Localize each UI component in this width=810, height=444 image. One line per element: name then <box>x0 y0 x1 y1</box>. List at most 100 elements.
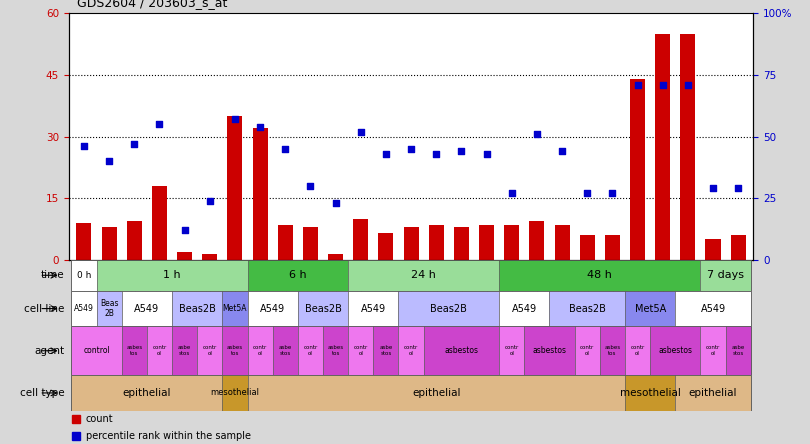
Text: contr
ol: contr ol <box>630 345 645 356</box>
Bar <box>197 326 223 375</box>
Text: A549: A549 <box>134 304 160 313</box>
Text: cell line: cell line <box>24 304 65 313</box>
Bar <box>71 375 223 411</box>
Bar <box>726 326 751 375</box>
Bar <box>499 260 701 291</box>
Text: count: count <box>86 414 113 424</box>
Text: asbes
tos: asbes tos <box>227 345 243 356</box>
Text: 0 h: 0 h <box>77 271 92 280</box>
Bar <box>96 291 122 326</box>
Bar <box>101 227 117 260</box>
Bar <box>655 34 670 260</box>
Bar <box>399 326 424 375</box>
Bar <box>202 254 217 260</box>
Text: asbe
stos: asbe stos <box>379 345 393 356</box>
Point <box>631 81 644 88</box>
Text: asbe
stos: asbe stos <box>731 345 745 356</box>
Text: 7 days: 7 days <box>707 270 744 280</box>
Bar <box>278 225 292 260</box>
Bar <box>223 375 248 411</box>
Bar <box>549 291 625 326</box>
Text: contr
ol: contr ol <box>505 345 519 356</box>
Bar <box>428 225 444 260</box>
Point <box>681 81 694 88</box>
Bar <box>248 375 625 411</box>
Text: asbestos: asbestos <box>445 346 479 355</box>
Bar <box>152 186 167 260</box>
Point <box>153 121 166 128</box>
Text: Met5A: Met5A <box>223 304 247 313</box>
Text: Beas2B: Beas2B <box>569 304 606 313</box>
Point <box>581 190 594 197</box>
Text: A549: A549 <box>360 304 386 313</box>
Point <box>404 145 417 152</box>
Text: contr
ol: contr ol <box>404 345 418 356</box>
Bar <box>378 233 394 260</box>
Text: time: time <box>41 270 65 280</box>
Bar <box>228 116 242 260</box>
Bar <box>424 326 499 375</box>
Text: asbes
tos: asbes tos <box>327 345 343 356</box>
Text: 6 h: 6 h <box>289 270 307 280</box>
Bar <box>298 291 348 326</box>
Text: Met5A: Met5A <box>634 304 666 313</box>
Point <box>731 185 744 192</box>
Bar <box>605 235 620 260</box>
Bar <box>303 227 318 260</box>
Bar <box>625 326 650 375</box>
Bar <box>147 326 172 375</box>
Bar <box>71 260 96 291</box>
Text: epithelial: epithelial <box>412 388 461 398</box>
Bar <box>454 227 469 260</box>
Point <box>203 197 216 204</box>
Point <box>480 150 493 157</box>
Bar <box>625 291 676 326</box>
Bar <box>328 254 343 260</box>
Bar <box>680 34 696 260</box>
Bar <box>574 326 599 375</box>
Point <box>128 140 141 147</box>
Point <box>304 182 317 189</box>
Text: 48 h: 48 h <box>587 270 612 280</box>
Bar <box>625 375 676 411</box>
Bar <box>706 239 721 260</box>
Text: Beas2B: Beas2B <box>179 304 215 313</box>
Point <box>228 116 241 123</box>
Bar <box>348 291 399 326</box>
Bar <box>701 326 726 375</box>
Point <box>103 158 116 165</box>
Bar <box>248 291 298 326</box>
Bar <box>731 235 746 260</box>
Bar <box>555 225 569 260</box>
Bar <box>630 79 645 260</box>
Bar <box>599 326 625 375</box>
Text: cell type: cell type <box>20 388 65 398</box>
Text: percentile rank within the sample: percentile rank within the sample <box>86 431 251 441</box>
Text: epithelial: epithelial <box>688 388 737 398</box>
Text: epithelial: epithelial <box>122 388 171 398</box>
Bar <box>530 221 544 260</box>
Text: mesothelial: mesothelial <box>620 388 680 398</box>
Text: contr
ol: contr ol <box>354 345 368 356</box>
Text: asbe
stos: asbe stos <box>178 345 191 356</box>
Bar <box>524 326 574 375</box>
Bar <box>172 326 197 375</box>
Point <box>329 199 342 206</box>
Point <box>656 81 669 88</box>
Text: A549: A549 <box>701 304 726 313</box>
Bar <box>177 251 192 260</box>
Point <box>430 150 443 157</box>
Bar <box>499 326 524 375</box>
Bar <box>223 326 248 375</box>
Bar <box>353 219 369 260</box>
Bar <box>479 225 494 260</box>
Bar <box>172 291 223 326</box>
Text: Beas2B: Beas2B <box>430 304 467 313</box>
Text: agent: agent <box>35 346 65 356</box>
Bar <box>348 260 499 291</box>
Text: mesothelial: mesothelial <box>211 388 259 397</box>
Bar <box>253 128 267 260</box>
Text: control: control <box>83 346 110 355</box>
Bar <box>248 326 273 375</box>
Point <box>254 123 266 130</box>
